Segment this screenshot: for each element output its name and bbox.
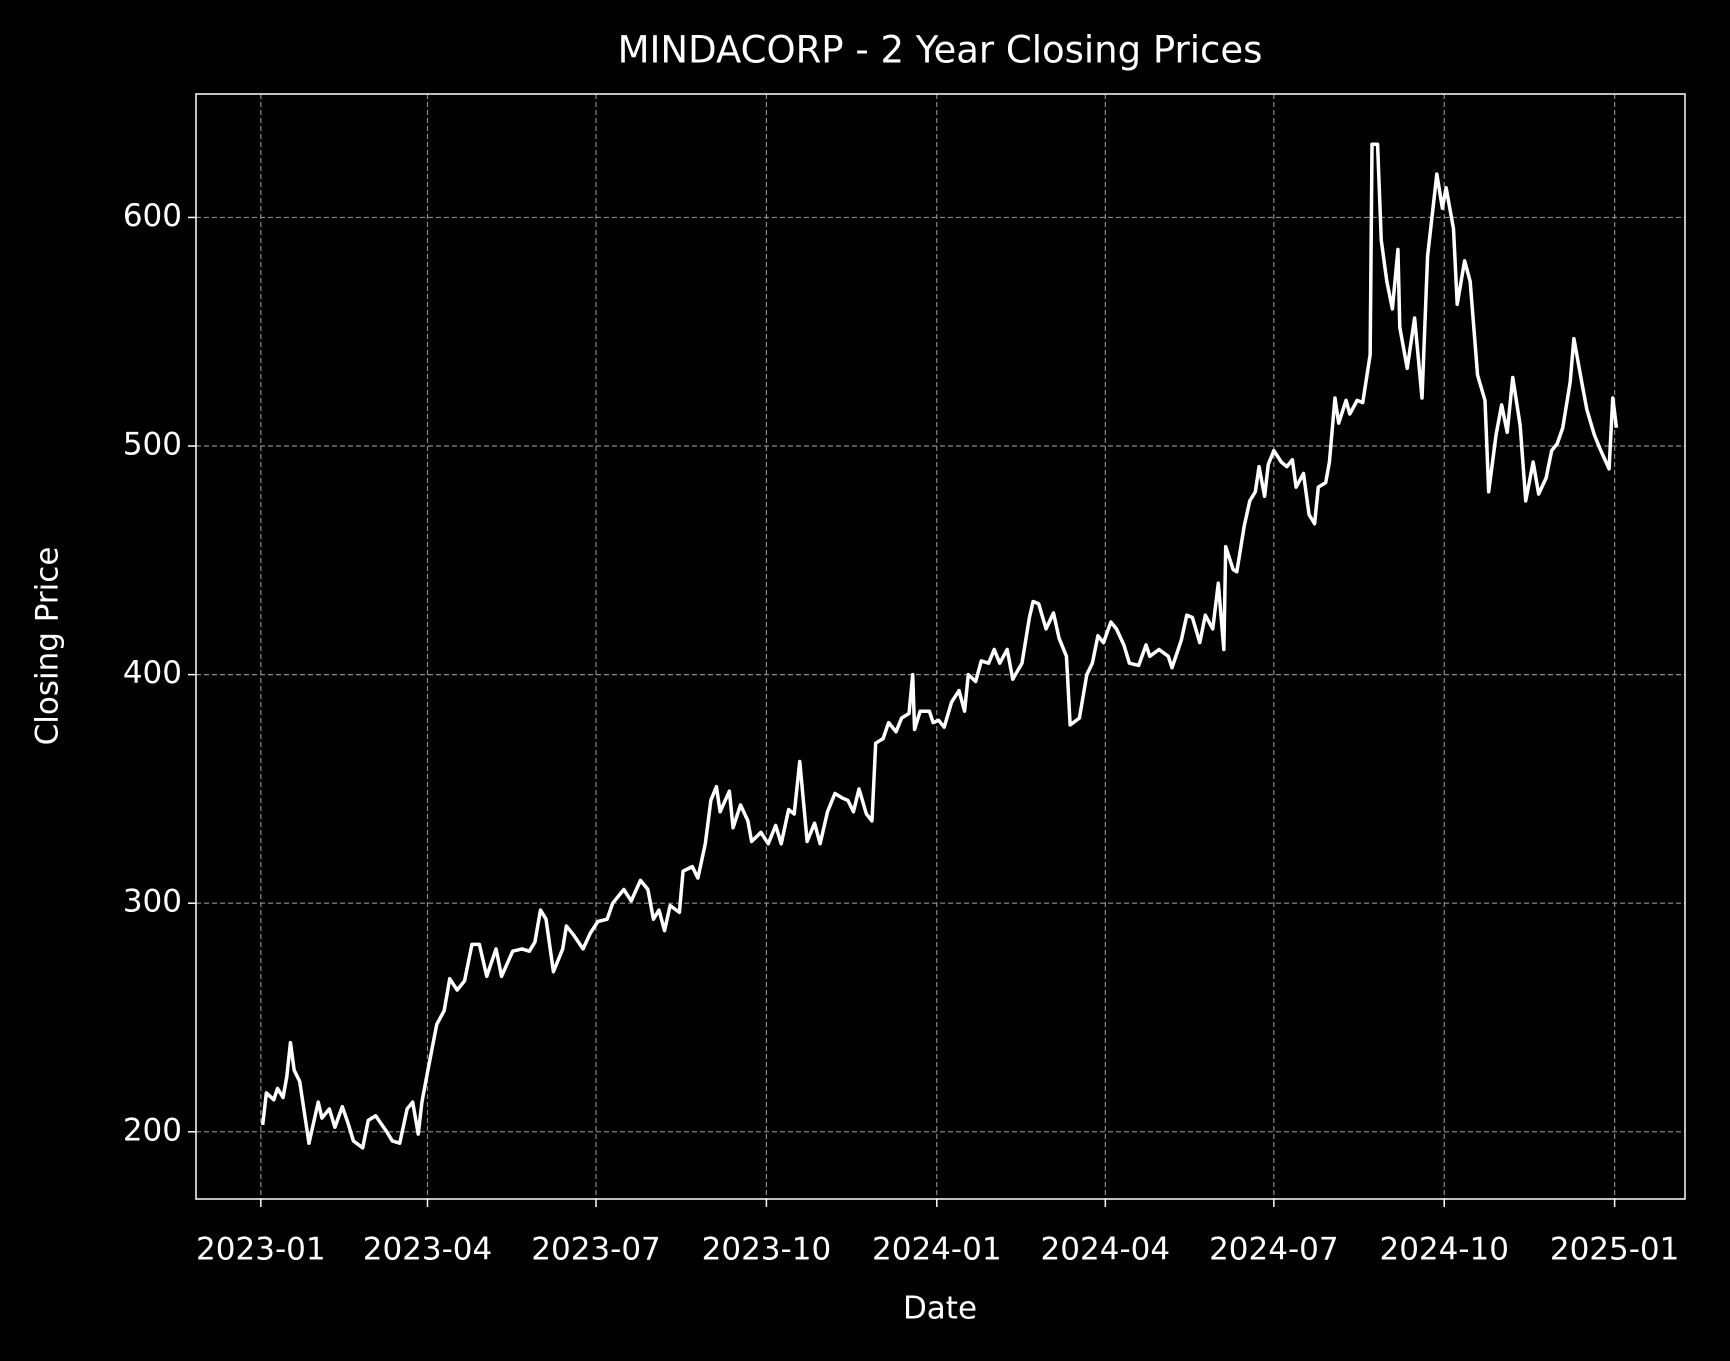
x-tick-label: 2025-01 [1550,1232,1680,1268]
x-tick-label: 2023-10 [702,1232,832,1268]
y-axis-label: Closing Price [30,547,66,746]
y-tick-label: 200 [123,1112,182,1148]
x-axis-label: Date [903,1291,977,1327]
plot-frame [195,93,1686,1200]
x-tick-label: 2024-04 [1041,1232,1171,1268]
x-tick-label: 2023-07 [531,1232,661,1268]
x-tick-label: 2024-01 [872,1232,1002,1268]
y-tick-label: 400 [123,655,182,691]
price-line [260,142,1619,1150]
x-tick-label: 2023-04 [363,1232,493,1268]
x-tick-label: 2024-10 [1379,1232,1509,1268]
chart-title: MINDACORP - 2 Year Closing Prices [618,29,1263,72]
y-tick-label: 300 [123,884,182,920]
x-tick-label: 2023-01 [196,1232,326,1268]
x-tick-label: 2024-07 [1209,1232,1339,1268]
y-tick-label: 500 [123,427,182,463]
y-tick-label: 600 [123,198,182,234]
